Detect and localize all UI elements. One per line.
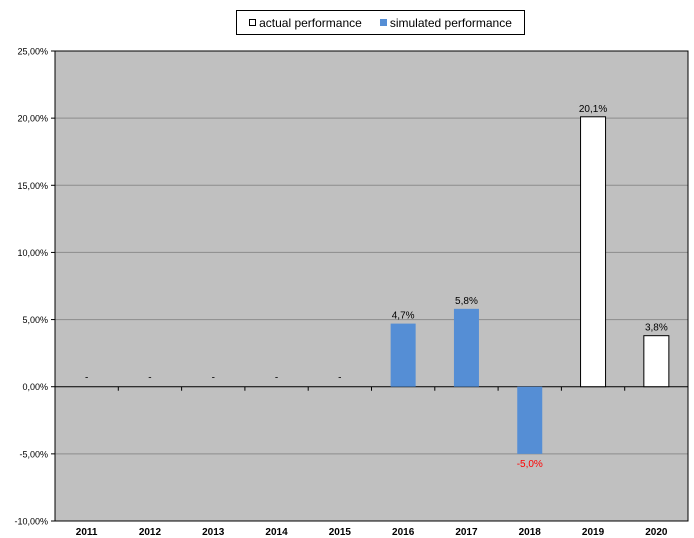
legend-label-simulated: simulated performance <box>389 15 512 30</box>
y-tick-label: 0,00% <box>22 382 48 392</box>
y-tick-label: 20,00% <box>17 114 48 124</box>
legend-swatch-simulated <box>379 19 387 26</box>
legend-item-actual: actual performance <box>249 16 362 30</box>
x-tick-label-2014: 2014 <box>265 527 288 538</box>
bar-2017 <box>453 308 479 387</box>
y-tick-label: 15,00% <box>17 181 48 191</box>
x-tick-label-2015: 2015 <box>329 527 352 538</box>
bar-2018 <box>517 386 543 454</box>
x-tick-label-2013: 2013 <box>202 527 225 538</box>
x-tick-label-2017: 2017 <box>455 527 478 538</box>
data-label-2015: - <box>338 373 341 384</box>
y-tick-label: -10,00% <box>14 517 48 527</box>
legend: actual performance simulated performance <box>236 10 525 35</box>
legend-label-actual: actual performance <box>259 15 362 30</box>
data-label-2016: 4,7% <box>392 311 415 322</box>
y-tick-label: 25,00% <box>17 47 48 57</box>
legend-swatch-actual <box>249 19 257 26</box>
x-tick-label-2018: 2018 <box>519 527 542 538</box>
bar-2016 <box>390 323 416 387</box>
data-label-2018: -5,0% <box>517 459 543 470</box>
y-tick-label: 5,00% <box>22 315 48 325</box>
y-tick-label: 10,00% <box>17 248 48 258</box>
data-label-2011: - <box>85 373 88 384</box>
data-label-2020: 3,8% <box>645 323 668 334</box>
x-tick-label-2011: 2011 <box>76 527 98 538</box>
data-label-2019: 20,1% <box>579 104 607 115</box>
x-tick-label-2019: 2019 <box>582 527 605 538</box>
bar-2019 <box>580 116 607 388</box>
bar-2020 <box>643 335 670 388</box>
data-label-2012: - <box>148 373 151 384</box>
y-tick-label: -5,00% <box>19 449 48 459</box>
data-label-2013: - <box>212 373 215 384</box>
x-tick-label-2016: 2016 <box>392 527 415 538</box>
plot-border <box>54 50 689 522</box>
data-label-2017: 5,8% <box>455 296 478 307</box>
data-label-2014: - <box>275 373 278 384</box>
plot-area <box>55 51 688 521</box>
x-tick-label-2012: 2012 <box>139 527 162 538</box>
x-tick-label-2020: 2020 <box>645 527 668 538</box>
legend-item-simulated: simulated performance <box>379 15 512 30</box>
